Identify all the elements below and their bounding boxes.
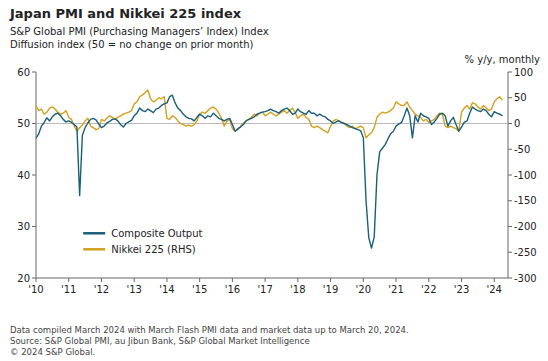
y-tick (32, 175, 36, 176)
y2-tick-label: -200 (514, 221, 537, 232)
x-tick-label: '19 (323, 284, 338, 295)
x-tick (265, 278, 266, 282)
y2-tick (508, 226, 512, 227)
x-tick-label: '15 (192, 284, 207, 295)
y-tick-label: 40 (17, 170, 30, 181)
x-axis-line (36, 278, 508, 279)
plot-lines (36, 90, 502, 248)
x-tick (494, 278, 495, 282)
legend-label: Composite Output (111, 228, 202, 239)
legend-swatch (83, 248, 105, 251)
y-tick-label: 50 (17, 118, 30, 129)
y2-tick-label: -150 (514, 195, 537, 206)
chart: Japan PMI and Nikkei 225 index S&P Global… (0, 0, 548, 361)
x-tick (330, 278, 331, 282)
x-tick-label: '17 (257, 284, 272, 295)
y2-tick (508, 123, 512, 124)
x-tick-label: '18 (290, 284, 305, 295)
x-tick (199, 278, 200, 282)
x-tick (134, 278, 135, 282)
legend: Composite Output Nikkei 225 (RHS) (83, 228, 202, 255)
subtitle-line: S&P Global PMI (Purchasing Managers’ Ind… (10, 26, 269, 37)
y-tick (32, 123, 36, 124)
subtitle-line: Diffusion index (50 = no change on prior… (10, 39, 254, 50)
x-tick (36, 278, 37, 282)
y2-tick (508, 97, 512, 98)
x-tick (68, 278, 69, 282)
title: Japan PMI and Nikkei 225 index (9, 6, 242, 21)
footnote-line: Data compiled March 2024 with March Flas… (10, 325, 409, 335)
subtitle: S&P Global PMI (Purchasing Managers’ Ind… (10, 26, 269, 50)
y-tick (32, 226, 36, 227)
y2-tick (508, 175, 512, 176)
x-tick-label: '10 (28, 284, 43, 295)
footnote-line: Source: S&P Global PMI, au Jibun Bank, S… (10, 336, 310, 346)
y2-tick (508, 278, 512, 279)
x-tick (461, 278, 462, 282)
y2-tick (508, 252, 512, 253)
y2-tick (508, 200, 512, 201)
y2-tick-label: -100 (514, 170, 537, 181)
x-tick (396, 278, 397, 282)
x-tick (101, 278, 102, 282)
x-tick (232, 278, 233, 282)
x-tick (428, 278, 429, 282)
x-tick-label: '23 (454, 284, 469, 295)
x-tick-label: '11 (61, 284, 76, 295)
y2-axis-label: % y/y, monthly (465, 54, 540, 65)
legend-swatch (83, 232, 105, 235)
x-tick-label: '24 (487, 284, 502, 295)
y2-tick-label: 0 (514, 118, 520, 129)
y-tick-label: 20 (17, 273, 30, 284)
series-line (36, 90, 502, 138)
legend-label: Nikkei 225 (RHS) (111, 244, 196, 255)
y-tick-label: 30 (17, 221, 30, 232)
x-tick-label: '21 (388, 284, 403, 295)
y-tick (32, 72, 36, 73)
x-tick (363, 278, 364, 282)
footnote-line: © 2024 S&P Global. (10, 347, 95, 357)
x-tick-label: '14 (159, 284, 174, 295)
y2-tick-label: 50 (514, 92, 527, 103)
y-tick (32, 278, 36, 279)
x-tick-label: '12 (94, 284, 109, 295)
footnote: Data compiled March 2024 with March Flas… (10, 325, 409, 357)
series-line (36, 95, 502, 248)
y2-tick-label: -250 (514, 247, 537, 258)
x-tick-label: '13 (126, 284, 141, 295)
y2-tick-label: -50 (514, 144, 530, 155)
y-tick-label: 60 (17, 67, 30, 78)
x-tick (166, 278, 167, 282)
y2-tick-label: 100 (514, 67, 533, 78)
y2-tick (508, 149, 512, 150)
x-tick-label: '20 (356, 284, 371, 295)
x-tick-label: '22 (421, 284, 436, 295)
y2-tick (508, 72, 512, 73)
x-tick (297, 278, 298, 282)
x-tick-label: '16 (225, 284, 240, 295)
y2-tick-label: -300 (514, 273, 537, 284)
